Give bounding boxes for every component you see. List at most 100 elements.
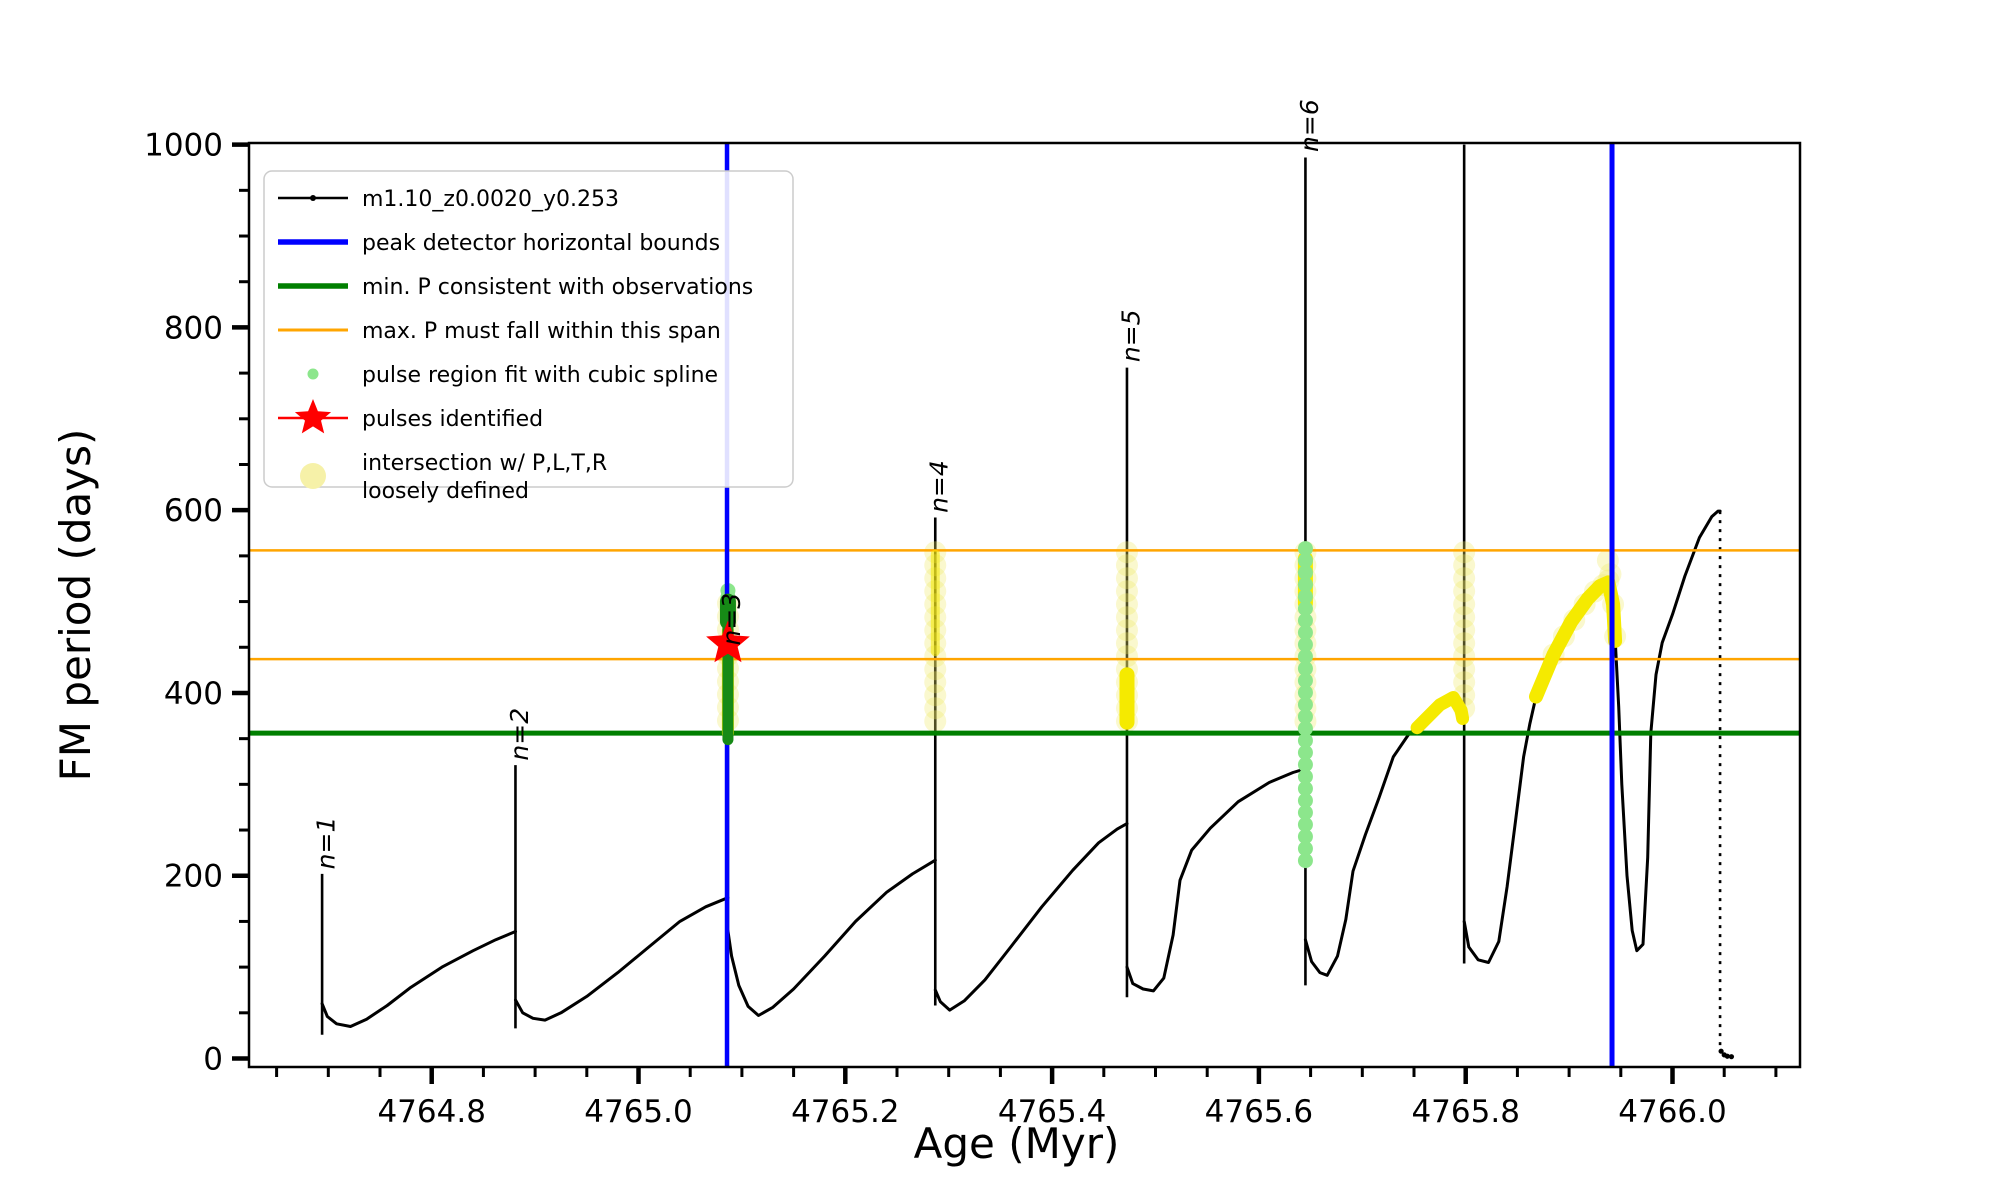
- legend-big-dot-sample: [300, 463, 326, 489]
- x-tick-label: 4765.4: [998, 1094, 1106, 1130]
- pulse-fit-dot: [1297, 829, 1313, 845]
- legend-item-label: loosely defined: [362, 479, 529, 504]
- pale-dot: [1115, 567, 1138, 590]
- legend-star-sample: [294, 399, 332, 434]
- x-tick-label: 4765.2: [791, 1094, 899, 1130]
- legend-item-label: pulse region fit with cubic spline: [362, 363, 718, 388]
- x-tick-label: 4764.8: [377, 1094, 485, 1130]
- pale-dot: [1115, 632, 1138, 655]
- pulse-fit-dot: [1297, 565, 1313, 581]
- legend-item-label: peak detector horizontal bounds: [362, 231, 720, 256]
- legend-item: peak detector horizontal bounds: [278, 231, 720, 256]
- pulse-fit-dot: [1297, 637, 1313, 653]
- pulse-fit-dot: [1297, 697, 1313, 713]
- axes-spines: [247, 141, 1802, 1069]
- pulse-fit-dot: [1297, 553, 1313, 569]
- pulse-identified-star: [706, 620, 750, 663]
- pulse-fit-dot: [1297, 613, 1313, 629]
- pale-dot: [1453, 554, 1476, 577]
- pale-dot: [1115, 554, 1138, 577]
- legend-item: m1.10_z0.0020_y0.253: [278, 187, 619, 212]
- pale-dot: [924, 697, 947, 720]
- legend-item: intersection w/ P,L,T,R loosely defined: [300, 451, 607, 504]
- pulse-fit-dot: [1297, 649, 1313, 665]
- pale-dot: [1115, 645, 1138, 668]
- tail-dot: [1718, 1048, 1724, 1054]
- pulse-fit-dot: [1297, 781, 1313, 797]
- legend-item-label: max. P must fall within this span: [362, 319, 721, 344]
- pulse-fit-dots: [720, 541, 1313, 869]
- pale-dot: [1453, 567, 1476, 590]
- legend-item: max. P must fall within this span: [278, 319, 721, 344]
- pale-dot: [1453, 541, 1476, 564]
- intersection-bright-segment: [1410, 691, 1470, 735]
- y-tick-label: 400: [164, 676, 223, 712]
- legend-dot-sample: [310, 195, 316, 201]
- pale-dot: [1453, 619, 1476, 642]
- x-tick-label: 4765.8: [1411, 1094, 1519, 1130]
- pulse-fit-dot: [1297, 685, 1313, 701]
- curve-segment: [320, 930, 517, 1028]
- y-tick-label: 200: [164, 859, 223, 895]
- pulse-fit-dot: [1297, 673, 1313, 689]
- spike-label-n4: n=4: [925, 460, 954, 513]
- curve-segment: [1125, 767, 1307, 993]
- legend-item-label: intersection w/ P,L,T,R: [362, 451, 607, 476]
- curve-segment: [933, 822, 1129, 1012]
- x-tick-label: 4765.0: [584, 1094, 692, 1130]
- pale-dot: [1115, 593, 1138, 616]
- y-tick-label: 1000: [144, 128, 223, 164]
- pale-dot: [1453, 632, 1476, 655]
- pale-dot: [1115, 580, 1138, 603]
- x-tick-label: 4765.6: [1205, 1094, 1313, 1130]
- pulse-fit-dot: [1297, 601, 1313, 617]
- pulse-fit-dot: [1297, 721, 1313, 737]
- pulse-fit-dot: [1297, 709, 1313, 725]
- pulse-fit-dot: [1297, 661, 1313, 677]
- x-tick-label: 4766.0: [1618, 1094, 1726, 1130]
- plot-area: [249, 143, 1800, 1067]
- pulse-fit-dot: [1297, 841, 1313, 857]
- pale-dot: [1453, 593, 1476, 616]
- pulse-fit-dot: [1297, 577, 1313, 593]
- spike-label-n1: n=1: [312, 817, 341, 870]
- legend-item: min. P consistent with observations: [278, 275, 753, 300]
- pale-dot: [1453, 580, 1476, 603]
- spike-label-n3: n=3: [717, 593, 746, 646]
- pale-dot: [1453, 606, 1476, 629]
- pale-dot: [924, 671, 947, 694]
- tail-dot: [1728, 1054, 1735, 1060]
- pulse-fit-dot: [1297, 589, 1313, 605]
- pulse-fit-dot: [1297, 817, 1313, 833]
- pale-dot: [924, 710, 947, 733]
- pulse-fit-dot: [1297, 745, 1313, 761]
- pale-dot: [1453, 658, 1476, 681]
- pale-dot: [1115, 619, 1138, 642]
- spike-label-n2: n=2: [505, 708, 534, 761]
- pulse-fit-dot: [1297, 733, 1313, 749]
- legend-item: pulse region fit with cubic spline: [307, 363, 718, 388]
- x-axis-label: Age (Myr): [914, 1119, 1120, 1168]
- pulse-fit-dot: [1297, 757, 1313, 773]
- axis-ticks: [232, 142, 1778, 1084]
- legend-small-dot-sample: [307, 368, 319, 380]
- legend-item-label: pulses identified: [362, 407, 543, 432]
- legend-box: [263, 170, 794, 488]
- pulse-fit-dot: [1297, 793, 1313, 809]
- pulse-fit-dot: [1297, 805, 1313, 821]
- pale-dot: [924, 658, 947, 681]
- pale-dot: [1453, 645, 1476, 668]
- legend-item-label: min. P consistent with observations: [362, 275, 753, 300]
- pulse-fit-dot: [1297, 625, 1313, 641]
- y-tick-label: 800: [164, 310, 223, 346]
- pale-dot: [1115, 541, 1138, 564]
- pulse-fit-dot: [1297, 853, 1313, 869]
- curve-segment: [514, 896, 730, 1022]
- tail-dot: [1724, 1053, 1730, 1059]
- curve-segment: [726, 858, 937, 1017]
- spike-label-n5: n=5: [1116, 309, 1145, 362]
- pulse-fit-dot: [1297, 541, 1313, 557]
- pulse-fit-dot: [1297, 769, 1313, 785]
